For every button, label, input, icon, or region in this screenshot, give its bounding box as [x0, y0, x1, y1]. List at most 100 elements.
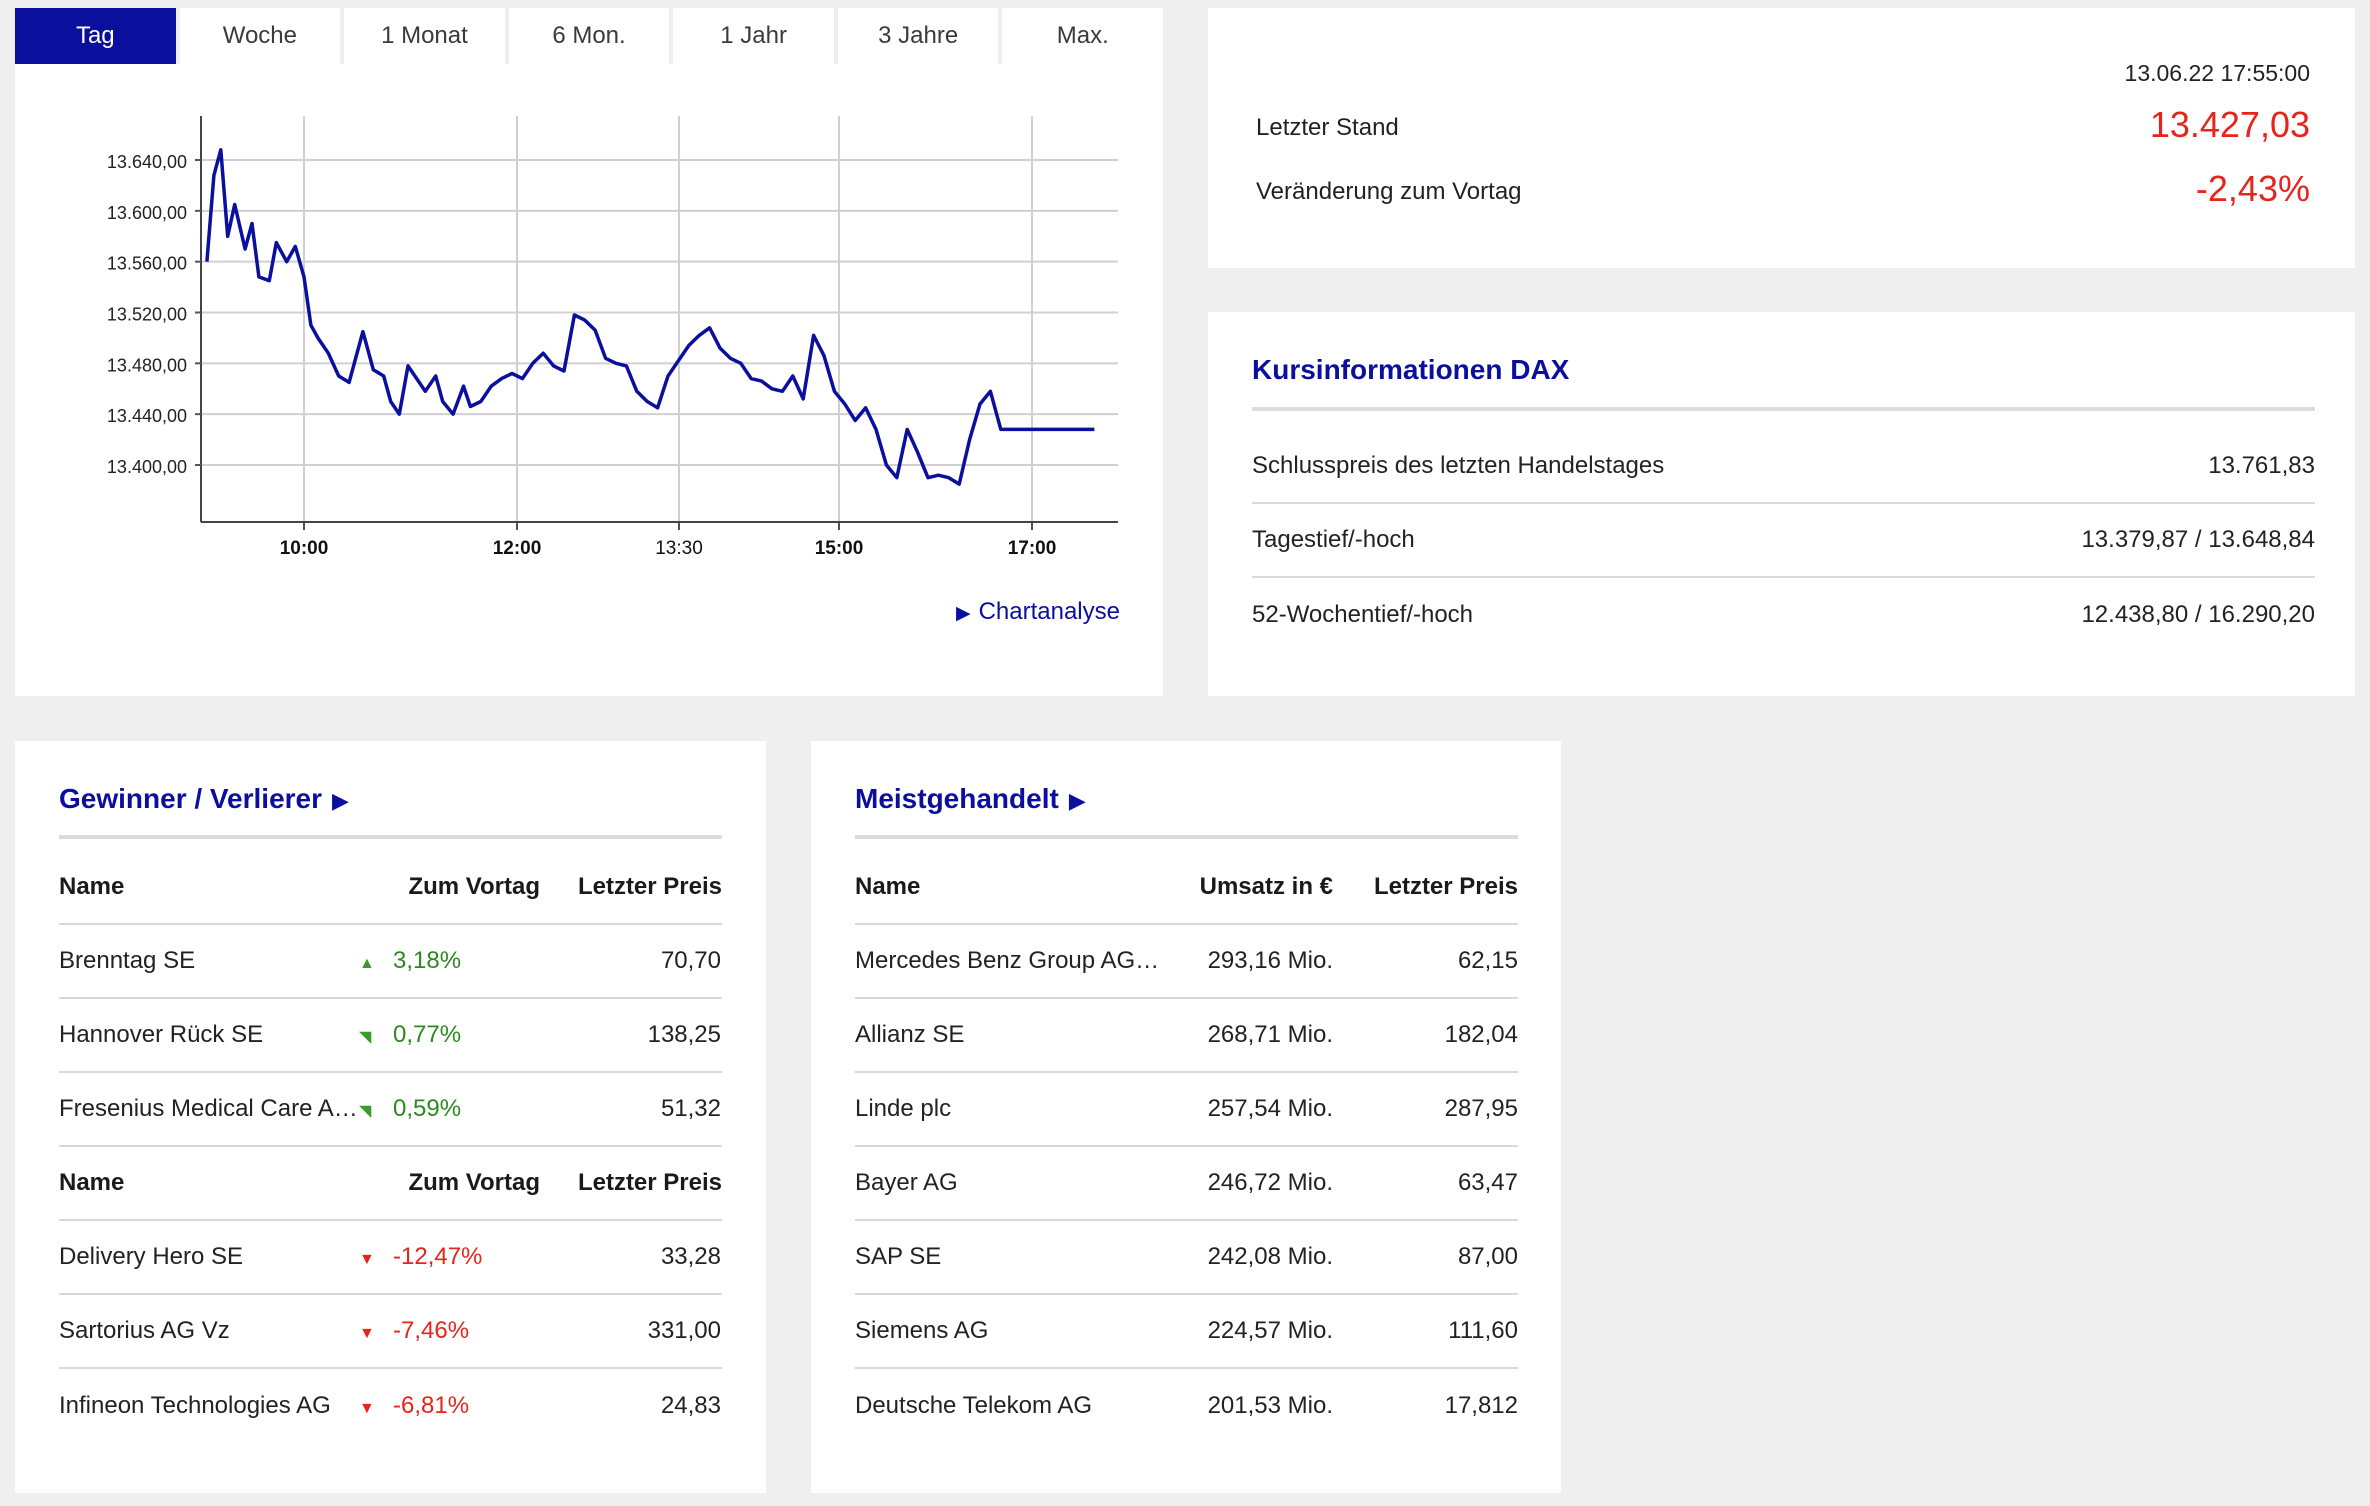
col-name: Name	[855, 873, 921, 900]
info-row-label: 52-Wochentief/-hoch	[1252, 601, 1474, 628]
table-row[interactable]: Deutsche Telekom AG 201,53 Mio. 17,812	[855, 1369, 1518, 1443]
volume-value: 293,16 Mio.	[1207, 947, 1333, 974]
table-row[interactable]: Hannover Rück SE ◥ 0,77% 138,25	[59, 999, 722, 1073]
volume-value: 201,53 Mio.	[1207, 1392, 1333, 1419]
table-row[interactable]: Allianz SE 268,71 Mio. 182,04	[855, 999, 1518, 1073]
tab-1-year[interactable]: 1 Jahr	[673, 8, 834, 64]
change-value: 3,18%	[393, 947, 462, 974]
stock-name: Siemens AG	[855, 1317, 989, 1344]
tab-6-months[interactable]: 6 Mon.	[508, 8, 670, 64]
table-row[interactable]: Fresenius Medical Care A… ◥ 0,59% 51,32	[59, 1073, 722, 1147]
table-row[interactable]: Infineon Technologies AG ▼ -6,81% 24,83	[59, 1369, 722, 1443]
price-value: 331,00	[647, 1317, 721, 1344]
table-row[interactable]: Brenntag SE ▲ 3,18% 70,70	[59, 925, 722, 999]
intraday-chart: 13.640,00 13.600,00 13.560,00 13.520,00 13.4…	[107, 116, 1118, 558]
title-divider	[855, 835, 1518, 839]
price-value: 33,28	[660, 1243, 721, 1270]
table-header-row: Name Zum Vortag Letzter Preis	[59, 851, 722, 925]
y-tick-label: 13.520,00	[107, 305, 187, 325]
table-row[interactable]: Siemens AG 224,57 Mio. 111,60	[855, 1295, 1518, 1369]
stock-name: Allianz SE	[855, 1021, 965, 1048]
y-tick-label: 13.440,00	[107, 406, 187, 426]
table-row[interactable]: Linde plc 257,54 Mio. 287,95	[855, 1073, 1518, 1147]
gainers-losers-title-text: Gewinner / Verlierer	[59, 783, 323, 814]
stock-name: Bayer AG	[855, 1169, 958, 1196]
volume-value: 224,57 Mio.	[1207, 1317, 1333, 1344]
change-value: -7,46%	[393, 1317, 470, 1344]
y-tick-label: 13.640,00	[107, 152, 187, 172]
change-value: -6,81%	[393, 1392, 470, 1419]
down-arrow-icon: ▼	[359, 1251, 375, 1268]
change-cell: ▼ -12,47%	[359, 1243, 539, 1271]
y-tick-label: 13.600,00	[107, 203, 187, 223]
info-row-value: 12.438,80 / 16.290,20	[2081, 601, 2315, 628]
most-traded-table: Name Umsatz in € Letzter Preis Mercedes …	[855, 851, 1518, 1443]
col-change: Zum Vortag	[408, 873, 540, 900]
gainers-losers-title[interactable]: Gewinner / Verlierer ▶	[59, 783, 349, 815]
most-traded-card: Meistgehandelt ▶ Name Umsatz in € Letzter…	[811, 741, 1561, 1493]
title-divider	[1252, 407, 2315, 411]
stock-name: Hannover Rück SE	[59, 1021, 264, 1048]
price-value: 87,00	[1457, 1243, 1518, 1270]
change-value: -12,47%	[393, 1243, 483, 1270]
most-traded-title-text: Meistgehandelt	[855, 783, 1059, 814]
last-price-value: 13.427,03	[2149, 104, 2310, 145]
gainers-losers-card: Gewinner / Verlierer ▶ Name Zum Vortag Le…	[15, 741, 766, 1493]
price-value: 24,83	[660, 1392, 721, 1419]
chartanalyse-label: Chartanalyse	[978, 598, 1120, 625]
y-tick-label: 13.480,00	[107, 355, 187, 375]
tab-1-month[interactable]: 1 Monat	[344, 8, 505, 64]
tab-week[interactable]: Woche	[179, 8, 341, 64]
tab-max[interactable]: Max.	[1002, 8, 1164, 64]
info-row-label: Schlusspreis des letzten Handelstages	[1252, 452, 1665, 479]
stock-name: Fresenius Medical Care A…	[59, 1095, 358, 1122]
y-tick-label: 13.560,00	[107, 254, 187, 274]
stock-name: Brenntag SE	[59, 947, 196, 974]
info-row: Schlusspreis des letzten Handelstages 13…	[1252, 430, 2315, 504]
price-info-card: Kursinformationen DAX Schlusspreis des l…	[1208, 312, 2355, 696]
x-tick-label: 17:00	[1008, 538, 1057, 558]
price-value: 51,32	[660, 1095, 721, 1122]
info-title: Kursinformationen DAX	[1252, 354, 1570, 385]
chart-card: Tag Woche 1 Monat 6 Mon. 1 Jahr 3 Jahre …	[15, 8, 1164, 696]
table-row[interactable]: Sartorius AG Vz ▼ -7,46% 331,00	[59, 1295, 722, 1369]
most-traded-title[interactable]: Meistgehandelt ▶	[855, 783, 1086, 815]
play-triangle-icon: ▶	[1068, 788, 1086, 813]
table-row[interactable]: Bayer AG 246,72 Mio. 63,47	[855, 1147, 1518, 1221]
table-header-row: Name Umsatz in € Letzter Preis	[855, 851, 1518, 925]
price-value: 70,70	[660, 947, 721, 974]
change-value: -2,43%	[2195, 168, 2310, 209]
col-price: Letzter Preis	[577, 873, 722, 900]
col-price: Letzter Preis	[577, 1169, 722, 1196]
down-arrow-icon: ▼	[359, 1400, 375, 1417]
change-cell: ▼ -6,81%	[359, 1392, 539, 1420]
price-value: 17,812	[1444, 1392, 1518, 1419]
y-tick-label: 13.400,00	[107, 457, 187, 477]
change-cell: ▼ -7,46%	[359, 1317, 539, 1345]
quote-timestamp: 13.06.22 17:55:00	[2124, 60, 2310, 86]
change-label: Veränderung zum Vortag	[1256, 178, 1522, 205]
stock-name: Sartorius AG Vz	[59, 1317, 230, 1344]
x-tick-label: 15:00	[815, 538, 864, 558]
table-row[interactable]: Mercedes Benz Group AG… 293,16 Mio. 62,1…	[855, 925, 1518, 999]
volume-value: 268,71 Mio.	[1207, 1021, 1333, 1048]
quote-card: 13.06.22 17:55:00 Letzter Stand 13.427,0…	[1208, 8, 2355, 268]
stock-name: Linde plc	[855, 1095, 952, 1122]
change-value: 0,59%	[393, 1095, 462, 1122]
table-row[interactable]: SAP SE 242,08 Mio. 87,00	[855, 1221, 1518, 1295]
info-row-value: 13.761,83	[2208, 452, 2315, 479]
dax-price-line	[205, 148, 1095, 486]
change-cell: ◥ 0,59%	[359, 1095, 539, 1123]
x-tick-label: 12:00	[493, 538, 542, 558]
change-cell: ◥ 0,77%	[359, 1021, 539, 1049]
tab-day[interactable]: Tag	[15, 8, 176, 64]
chartanalyse-link[interactable]: ▶ Chartanalyse	[956, 598, 1120, 626]
col-change: Zum Vortag	[408, 1169, 540, 1196]
tab-3-years[interactable]: 3 Jahre	[837, 8, 999, 64]
stock-name: Delivery Hero SE	[59, 1243, 244, 1270]
col-name: Name	[59, 873, 125, 900]
title-divider	[59, 835, 722, 839]
price-value: 63,47	[1457, 1169, 1518, 1196]
gainers-losers-table: Name Zum Vortag Letzter Preis Brenntag S…	[59, 851, 722, 1443]
table-row[interactable]: Delivery Hero SE ▼ -12,47% 33,28	[59, 1221, 722, 1295]
